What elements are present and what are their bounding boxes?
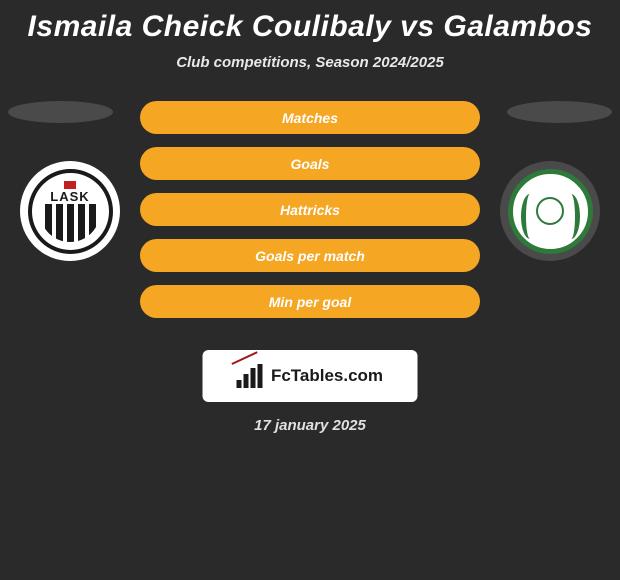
team-right-logo (500, 161, 600, 261)
chart-icon (237, 364, 265, 388)
stat-button-matches[interactable]: Matches (140, 101, 480, 134)
stat-label: Hattricks (280, 202, 340, 218)
shadow-left (8, 101, 113, 123)
lask-text: LASK (50, 189, 89, 204)
stat-label: Matches (282, 110, 338, 126)
stat-button-goals[interactable]: Goals (140, 147, 480, 180)
green-club-logo-icon (508, 169, 593, 254)
footer-brand-text: FcTables.com (271, 366, 383, 386)
page-subtitle: Club competitions, Season 2024/2025 (0, 54, 620, 71)
stat-label: Goals (291, 156, 330, 172)
stat-button-hattricks[interactable]: Hattricks (140, 193, 480, 226)
shadow-right (507, 101, 612, 123)
stat-button-min-per-goal[interactable]: Min per goal (140, 285, 480, 318)
stat-button-goals-per-match[interactable]: Goals per match (140, 239, 480, 272)
footer-brand[interactable]: FcTables.com (203, 350, 418, 402)
lask-logo-icon: LASK (28, 169, 113, 254)
team-left-logo: LASK (20, 161, 120, 261)
footer-date: 17 january 2025 (254, 417, 366, 434)
stat-label: Goals per match (255, 248, 365, 264)
stats-buttons: Matches Goals Hattricks Goals per match … (140, 101, 480, 318)
page-title: Ismaila Cheick Coulibaly vs Galambos (0, 0, 620, 44)
stat-label: Min per goal (269, 294, 351, 310)
